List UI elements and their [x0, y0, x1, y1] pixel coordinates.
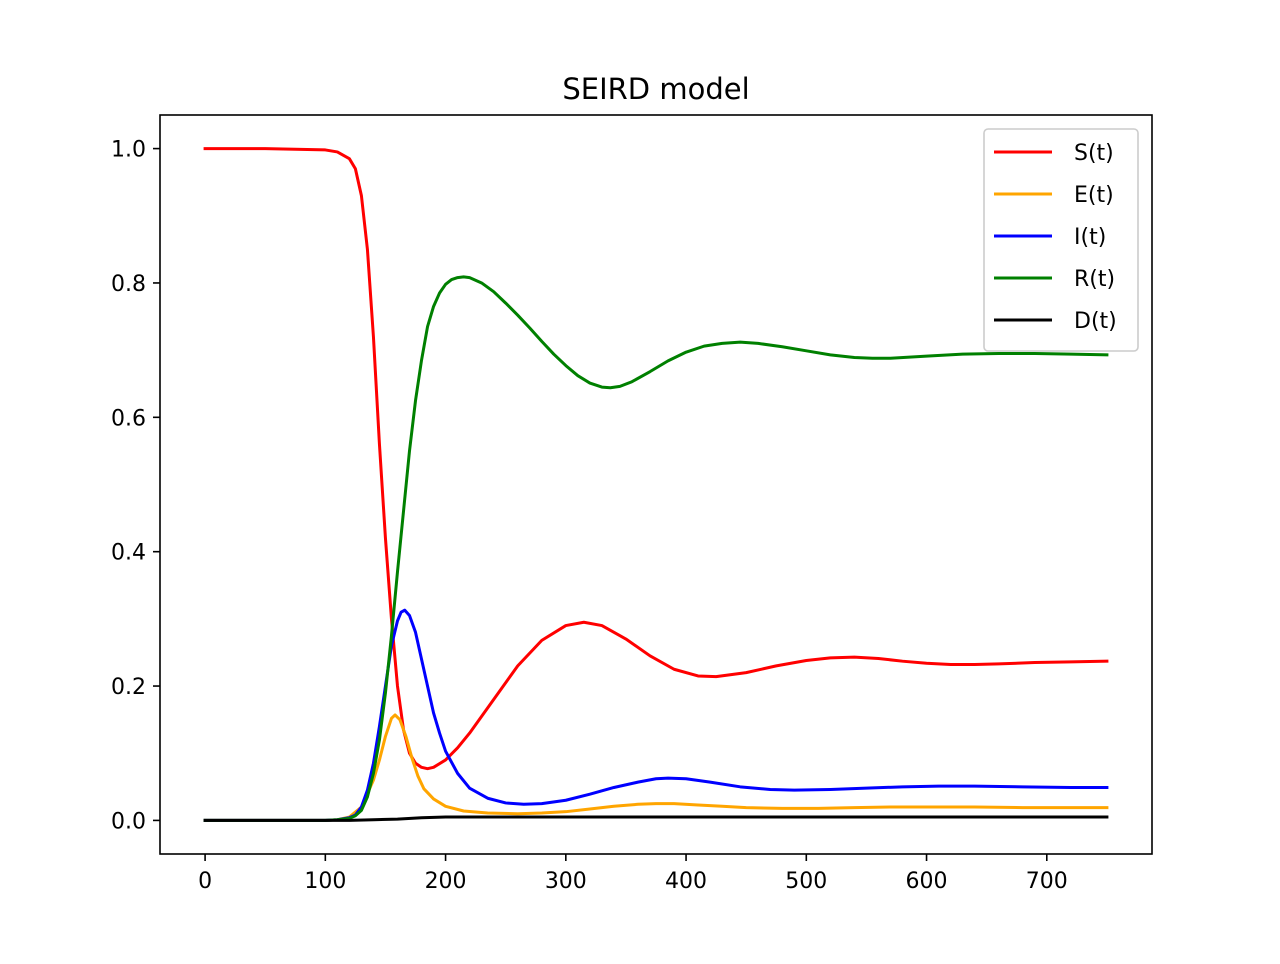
y-tick-label: 0.2	[111, 675, 146, 700]
x-tick-label: 600	[906, 869, 948, 894]
series-line-r	[203, 275, 1109, 822]
legend-label: S(t)	[1074, 141, 1114, 166]
x-tick-label: 0	[198, 869, 212, 894]
x-tick-label: 500	[785, 869, 827, 894]
series-lines	[203, 147, 1109, 822]
y-tick-label: 0.4	[111, 541, 146, 566]
y-tick-label: 1.0	[111, 138, 146, 163]
y-axis: 0.0 0.2 0.4 0.6 0.8 1.0	[111, 138, 160, 834]
legend-label: R(t)	[1074, 267, 1115, 292]
series-line-d	[203, 815, 1109, 822]
x-tick-label: 100	[304, 869, 346, 894]
legend-label: E(t)	[1074, 183, 1114, 208]
x-tick-label: 400	[665, 869, 707, 894]
x-axis: 0 100 200 300 400 500 600 700	[198, 854, 1068, 894]
legend-box	[983, 128, 1139, 352]
x-tick-label: 200	[425, 869, 467, 894]
series-line-s	[203, 147, 1109, 771]
legend-label: I(t)	[1074, 225, 1106, 250]
series-line-e	[203, 713, 1109, 822]
x-tick-label: 300	[545, 869, 587, 894]
y-tick-label: 0.0	[111, 809, 146, 834]
y-tick-label: 0.8	[111, 272, 146, 297]
legend: S(t) E(t) I(t) R(t) D(t)	[983, 128, 1139, 352]
chart-title: SEIRD model	[562, 72, 749, 106]
series-line-i	[203, 608, 1109, 822]
x-tick-label: 700	[1026, 869, 1068, 894]
legend-label: D(t)	[1074, 309, 1117, 334]
axes-frame	[159, 114, 1153, 855]
y-tick-label: 0.6	[111, 406, 146, 431]
